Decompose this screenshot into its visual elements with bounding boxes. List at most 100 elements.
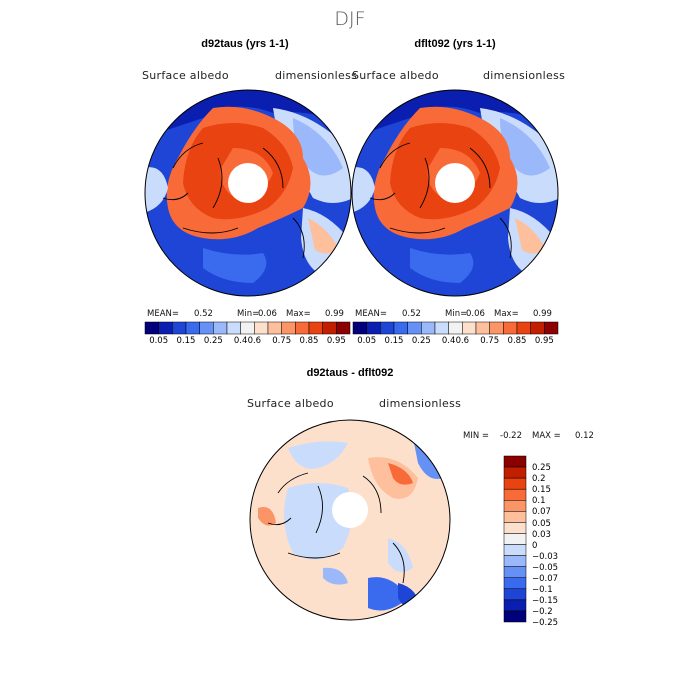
colorbar-tick-label: 0.05	[357, 336, 377, 346]
colorbar-swatch	[213, 321, 228, 335]
colorbar-swatch	[434, 321, 449, 335]
diff-min-label: MIN =	[463, 431, 490, 441]
colorbar-swatch	[407, 321, 422, 335]
colorbar-swatch	[295, 321, 310, 335]
colorbar-tick-label: −0.1	[532, 584, 553, 595]
colorbar-swatch	[380, 321, 395, 335]
colorbar-swatch	[267, 321, 282, 335]
colorbar-swatch	[448, 321, 463, 335]
colorbar-tick-label: 0.15	[384, 336, 404, 346]
colorbar-tick-label: 0.95	[326, 336, 346, 346]
panel2-variable: Surface albedo	[352, 69, 439, 82]
colorbar-swatch	[503, 511, 527, 523]
panel1-min-label: Min=	[237, 309, 260, 319]
colorbar-dflt092	[352, 321, 559, 335]
colorbar-swatch	[366, 321, 381, 335]
colorbar-tick-label: 0.05	[149, 336, 169, 346]
panel2-mean-value: 0.52	[402, 309, 421, 319]
colorbar-tick-label: 0.15	[176, 336, 196, 346]
panel1-max-label: Max=	[286, 309, 311, 319]
colorbar-tick-label: 0.4	[441, 336, 456, 346]
colorbar-swatch	[254, 321, 269, 335]
panel1-title: d92taus (yrs 1-1)	[201, 38, 289, 50]
colorbar-swatch	[544, 321, 559, 335]
colorbar-swatch	[393, 321, 408, 335]
colorbar-tick-label: 0.4	[233, 336, 248, 346]
diff-max-label: MAX =	[532, 431, 561, 441]
colorbar-swatch	[503, 566, 527, 578]
colorbar-tick-label: 0.2	[532, 474, 546, 485]
colorbar-swatch	[199, 321, 214, 335]
colorbar-tick-label: 0.75	[480, 336, 500, 346]
colorbar-tick-label: 0.1	[532, 496, 546, 507]
colorbar-swatch	[503, 455, 527, 468]
colorbar-swatch	[503, 500, 527, 512]
diff-units: dimensionless	[379, 397, 462, 410]
colorbar-swatch	[185, 321, 200, 335]
colorbar-swatch	[516, 321, 531, 335]
diff-min-value: -0.22	[500, 431, 522, 441]
colorbar-d92taus-labels: 0.05 0.15 0.25 0.4 0.6 0.75 0.85 0.95	[145, 336, 350, 348]
colorbar-swatch	[489, 321, 504, 335]
colorbar-swatch	[144, 321, 159, 335]
panel2-min-value: 0.06	[466, 309, 485, 319]
colorbar-difference-labels: 0.25 0.2 0.15 0.1 0.07 0.05 0.03 0 −0.03 −0.05 −0.…	[532, 456, 592, 628]
colorbar-tick-label: 0.6	[455, 336, 470, 346]
colorbar-swatch	[281, 321, 296, 335]
colorbar-swatch	[336, 321, 351, 335]
colorbar-tick-label: 0.05	[532, 518, 551, 529]
colorbar-swatch	[503, 599, 527, 612]
colorbar-swatch	[462, 321, 477, 335]
albedo-map-dflt092	[351, 89, 559, 297]
colorbar-tick-label: −0.25	[532, 618, 559, 629]
albedo-map-d92taus	[144, 89, 352, 297]
colorbar-swatch	[240, 321, 255, 335]
colorbar-swatch	[308, 321, 323, 335]
colorbar-d92taus	[144, 321, 351, 335]
panel1-max-value: 0.99	[325, 309, 344, 319]
diff-title: d92taus - dflt092	[306, 367, 394, 379]
diff-variable: Surface albedo	[247, 397, 334, 410]
colorbar-swatch	[503, 577, 527, 590]
panel1-min-value: 0.06	[258, 309, 277, 319]
panel2-max-value: 0.99	[533, 309, 552, 319]
colorbar-swatch	[503, 477, 527, 490]
season-title: DJF	[334, 8, 366, 30]
colorbar-swatch	[503, 321, 518, 335]
panel2-min-label: Min=	[445, 309, 468, 319]
colorbar-swatch	[503, 544, 527, 556]
panel2-units: dimensionless	[483, 69, 566, 82]
colorbar-swatch	[503, 466, 527, 479]
colorbar-tick-label: 0.85	[299, 336, 319, 346]
colorbar-swatch	[475, 321, 490, 335]
panel2-max-label: Max=	[494, 309, 519, 319]
colorbar-tick-label: 0.6	[247, 336, 262, 346]
colorbar-swatch	[503, 555, 527, 567]
colorbar-tick-label: 0	[532, 540, 538, 551]
panel1-units: dimensionless	[275, 69, 358, 82]
panel1-mean-value: 0.52	[194, 309, 213, 319]
colorbar-tick-label: −0.05	[532, 562, 559, 573]
colorbar-swatch	[503, 522, 527, 534]
colorbar-tick-label: 0.15	[532, 485, 551, 496]
colorbar-tick-label: −0.07	[532, 573, 559, 584]
colorbar-swatch	[503, 610, 527, 623]
colorbar-tick-label: −0.03	[532, 551, 559, 562]
colorbar-tick-label: −0.15	[532, 595, 559, 606]
panel1-variable: Surface albedo	[142, 69, 229, 82]
colorbar-tick-label: 0.07	[532, 507, 551, 518]
colorbar-swatch	[352, 321, 367, 335]
albedo-difference-map	[249, 419, 451, 621]
colorbar-tick-label: 0.25	[203, 336, 223, 346]
colorbar-tick-label: −0.2	[532, 607, 553, 618]
colorbar-swatch	[503, 488, 527, 501]
diff-max-value: 0.12	[575, 431, 594, 441]
colorbar-tick-label: 0.25	[411, 336, 431, 346]
panel2-title: dflt092 (yrs 1-1)	[414, 38, 496, 50]
colorbar-swatch	[322, 321, 337, 335]
colorbar-swatch	[226, 321, 241, 335]
colorbar-tick-label: 0.75	[272, 336, 292, 346]
colorbar-dflt092-labels: 0.05 0.15 0.25 0.4 0.6 0.75 0.85 0.95	[353, 336, 558, 348]
colorbar-swatch	[172, 321, 187, 335]
panel2-mean-label: MEAN=	[355, 309, 387, 319]
